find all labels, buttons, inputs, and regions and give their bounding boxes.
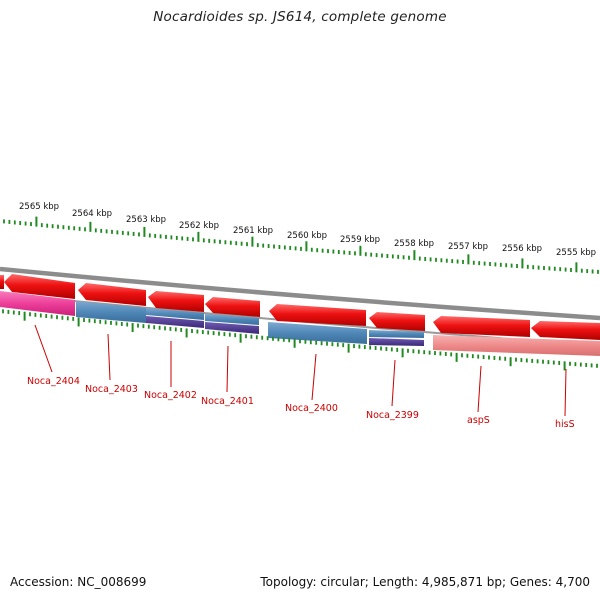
red-gene-arrow	[269, 304, 366, 326]
gene-label: Noca_2401	[201, 396, 254, 407]
gene-label: Noca_2400	[285, 403, 338, 414]
genome-backbone	[0, 266, 600, 321]
blue-gene-block	[146, 308, 204, 320]
rrna-gene-block	[433, 335, 600, 356]
reverse-strand-genes	[0, 274, 600, 340]
scale-label: 2565 kbp	[19, 202, 59, 212]
blue-gene-block	[369, 330, 424, 338]
scale-label: 2563 kbp	[126, 215, 166, 225]
leader-line	[564, 368, 567, 417]
leader-line	[226, 345, 229, 393]
scale-label: 2561 kbp	[233, 226, 273, 236]
leader-line	[391, 359, 396, 407]
gene-label: Noca_2403	[85, 384, 138, 395]
gene-leader-lines	[34, 324, 567, 417]
scale-label: 2555 kbp	[556, 248, 596, 258]
gene-label: Noca_2402	[144, 390, 197, 401]
gene-labels: Noca_2404 Noca_2403 Noca_2402 Noca_2401 …	[27, 376, 575, 430]
blue-gene-block	[268, 322, 367, 344]
scale-label: 2560 kbp	[287, 231, 327, 241]
red-gene-arrow	[205, 297, 260, 317]
scale-label: 2562 kbp	[179, 221, 219, 231]
red-gene-arrow	[148, 291, 204, 312]
classified-genes	[0, 291, 600, 356]
leader-line	[34, 324, 53, 373]
red-gene-arrow	[0, 275, 4, 289]
inner-tick-marks	[2, 309, 598, 371]
leader-line	[107, 333, 111, 381]
scale-label: 2564 kbp	[72, 209, 112, 219]
map-title: Nocardioides sp. JS614, complete genome	[153, 9, 447, 25]
scale-label: 2558 kbp	[394, 239, 434, 249]
scale-label: 2557 kbp	[448, 242, 488, 252]
topology-text: Topology: circular; Length: 4,985,871 bp…	[260, 575, 590, 589]
scale-label: 2556 kbp	[502, 244, 542, 254]
red-gene-arrow	[433, 316, 530, 337]
red-gene-arrow	[4, 274, 75, 299]
purple-gene-block	[369, 338, 424, 346]
red-gene-arrow	[78, 283, 146, 306]
pink-gene-block	[0, 291, 75, 316]
outer-tick-marks	[3, 216, 599, 274]
accession-text: Accession: NC_008699	[10, 575, 147, 589]
leader-line	[311, 353, 317, 401]
blue-gene-block	[76, 301, 146, 323]
gene-label: aspS	[467, 415, 490, 426]
blue-gene-block	[205, 314, 259, 325]
gene-label: hisS	[555, 419, 575, 430]
purple-gene-block	[146, 316, 204, 328]
scale-label: 2559 kbp	[340, 235, 380, 245]
red-gene-arrow	[369, 312, 425, 331]
leader-line	[477, 365, 482, 413]
gene-label: Noca_2399	[366, 410, 419, 421]
gene-label: Noca_2404	[27, 376, 80, 387]
red-gene-arrow	[531, 321, 600, 340]
scale-labels: 2565 kbp 2564 kbp 2563 kbp 2562 kbp 2561…	[19, 202, 596, 258]
purple-gene-block	[205, 322, 259, 334]
